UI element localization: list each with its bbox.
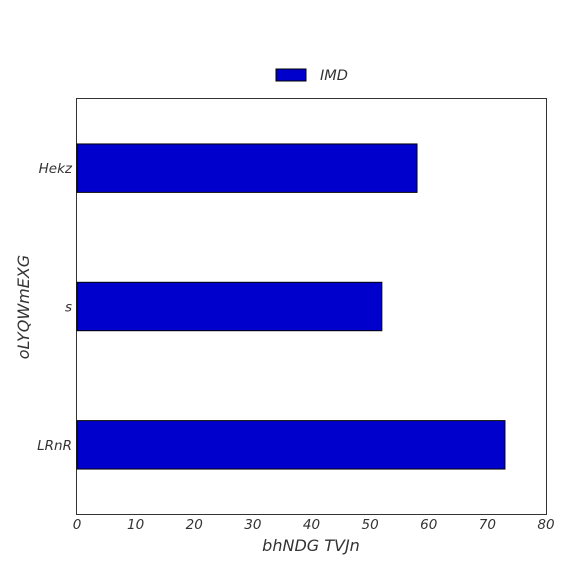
legend-label: IMD bbox=[320, 68, 348, 84]
x-tick-label: 20 bbox=[186, 517, 203, 533]
y-axis-title: oLYQWmEXG bbox=[14, 255, 33, 359]
y-tick-label: LRnR bbox=[37, 438, 72, 454]
x-tick-label: 80 bbox=[537, 517, 554, 533]
x-tick-label: 40 bbox=[303, 517, 320, 533]
y-tick-label: Hekz bbox=[39, 161, 73, 177]
bars bbox=[76, 143, 506, 470]
bar-s bbox=[76, 281, 383, 332]
y-axis-ticks: Hekz s LRnR bbox=[37, 161, 73, 454]
x-tick-label: 70 bbox=[479, 517, 496, 533]
legend-swatch bbox=[275, 68, 307, 82]
bar-LRnR bbox=[76, 420, 506, 470]
bar-Hekz bbox=[76, 143, 418, 193]
x-tick-label: 50 bbox=[362, 517, 379, 533]
x-axis-title: bhNDG TVJn bbox=[262, 536, 360, 555]
x-tick-label: 10 bbox=[127, 517, 144, 533]
y-tick-label: s bbox=[65, 300, 72, 316]
x-tick-label: 60 bbox=[420, 517, 437, 533]
x-tick-label: 0 bbox=[73, 517, 82, 533]
legend: IMD bbox=[275, 68, 348, 84]
x-tick-label: 30 bbox=[244, 517, 261, 533]
x-axis-ticks: 0 10 20 30 40 50 60 70 80 bbox=[73, 517, 555, 533]
